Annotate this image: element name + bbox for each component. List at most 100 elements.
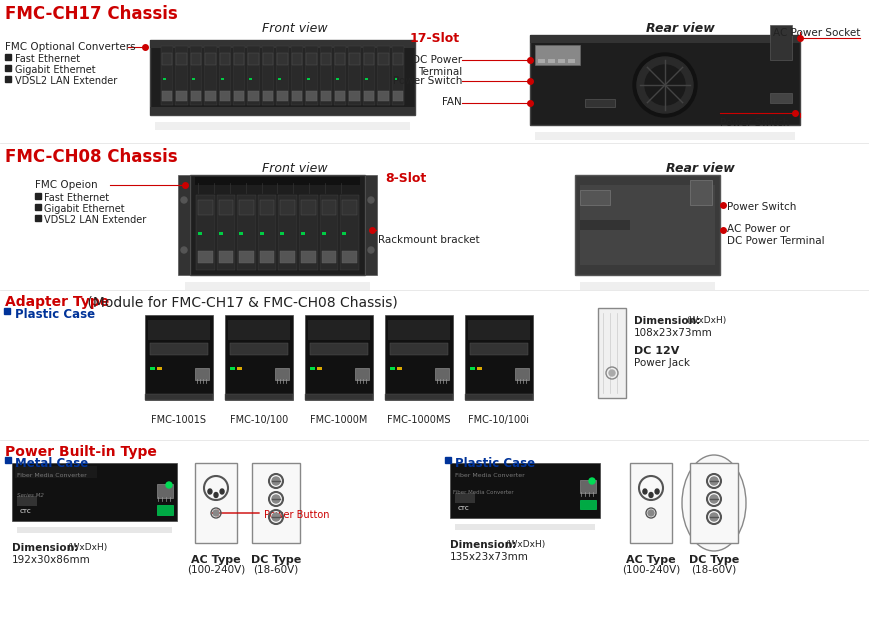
Bar	[335, 78, 339, 80]
Text: (WxDxH): (WxDxH)	[504, 540, 545, 549]
Text: CTC: CTC	[457, 506, 469, 511]
Bar	[237, 195, 255, 270]
Bar	[280, 251, 295, 263]
Circle shape	[709, 477, 717, 485]
FancyBboxPatch shape	[464, 394, 533, 400]
Text: DC 12V: DC 12V	[634, 346, 679, 356]
Ellipse shape	[681, 455, 745, 551]
Bar	[260, 200, 275, 215]
Bar	[229, 367, 235, 370]
Text: Power Button: Power Button	[263, 510, 329, 520]
Bar	[204, 46, 216, 105]
Bar	[305, 46, 317, 105]
Text: 17-Slot: 17-Slot	[409, 32, 460, 45]
Ellipse shape	[214, 493, 218, 498]
Text: Gigabit Ethernet: Gigabit Ethernet	[44, 204, 124, 214]
Text: Dimension:: Dimension:	[634, 316, 700, 326]
Text: (WxDxH): (WxDxH)	[686, 316, 726, 325]
Text: Rackmount bracket: Rackmount bracket	[377, 235, 479, 245]
Bar	[469, 343, 527, 355]
Text: (100-240V): (100-240V)	[621, 565, 680, 575]
Circle shape	[368, 197, 374, 203]
Bar	[280, 200, 295, 215]
Bar	[15, 466, 96, 478]
Bar	[769, 93, 791, 103]
FancyBboxPatch shape	[189, 175, 365, 275]
Bar	[149, 107, 415, 115]
Bar	[547, 59, 554, 63]
Bar	[580, 480, 595, 493]
Bar	[233, 46, 245, 105]
Text: Plastic Case: Plastic Case	[454, 457, 534, 470]
Bar	[534, 132, 794, 140]
Bar	[364, 78, 368, 80]
FancyBboxPatch shape	[225, 394, 293, 400]
Bar	[218, 46, 231, 105]
Bar	[305, 315, 373, 400]
Text: Power Switch: Power Switch	[720, 118, 788, 128]
Bar	[262, 46, 274, 105]
Text: FMC-CH17 Chassis: FMC-CH17 Chassis	[5, 5, 177, 23]
Bar	[155, 122, 409, 130]
Bar	[239, 251, 254, 263]
Bar	[342, 232, 346, 235]
Circle shape	[644, 65, 684, 105]
Text: Rear view: Rear view	[645, 22, 713, 35]
Bar	[190, 91, 201, 101]
Bar	[17, 496, 37, 506]
Bar	[355, 368, 368, 380]
Bar	[335, 53, 345, 65]
Text: FMC-CH08 Chassis: FMC-CH08 Chassis	[5, 148, 177, 166]
Bar	[537, 59, 544, 63]
Bar	[299, 195, 317, 270]
Bar	[163, 78, 166, 80]
Bar	[322, 251, 336, 263]
Bar	[567, 59, 574, 63]
Bar	[156, 367, 162, 370]
Bar	[377, 46, 389, 105]
Bar	[340, 195, 359, 270]
Bar	[319, 46, 332, 105]
Text: Power Switch: Power Switch	[726, 202, 795, 212]
Bar	[469, 367, 474, 370]
Text: FMC-10/100: FMC-10/100	[229, 415, 288, 425]
Bar	[156, 484, 173, 498]
Text: Power Built-in Type: Power Built-in Type	[5, 445, 156, 459]
Text: Fast Ethernet: Fast Ethernet	[44, 193, 109, 203]
Circle shape	[181, 247, 187, 253]
Circle shape	[368, 247, 374, 253]
FancyBboxPatch shape	[529, 35, 799, 125]
Text: Fiber Media Converter: Fiber Media Converter	[453, 490, 513, 495]
Bar	[257, 195, 276, 270]
Bar	[196, 195, 215, 270]
Bar	[308, 320, 369, 340]
Bar	[218, 200, 233, 215]
Circle shape	[181, 197, 187, 203]
Bar	[389, 343, 448, 355]
Text: Adapter Type: Adapter Type	[5, 295, 109, 309]
Text: Dimension:: Dimension:	[12, 543, 78, 553]
Text: AC Type: AC Type	[626, 555, 675, 565]
Text: (Module for FMC-CH17 & FMC-CH08 Chassis): (Module for FMC-CH17 & FMC-CH08 Chassis)	[83, 295, 397, 309]
Circle shape	[272, 477, 280, 485]
Bar	[149, 40, 415, 48]
Bar	[557, 59, 564, 63]
Text: Fiber Media Converter: Fiber Media Converter	[17, 473, 87, 478]
Bar	[280, 232, 284, 235]
Bar	[392, 53, 402, 65]
Bar	[320, 91, 330, 101]
Bar	[218, 232, 222, 235]
Bar	[262, 91, 273, 101]
Bar	[316, 367, 322, 370]
Circle shape	[709, 513, 717, 521]
Bar	[322, 200, 336, 215]
Bar	[335, 91, 345, 101]
FancyBboxPatch shape	[145, 394, 213, 400]
Bar	[393, 78, 396, 80]
Bar	[301, 232, 305, 235]
Circle shape	[213, 510, 219, 516]
Bar	[249, 53, 259, 65]
Bar	[363, 53, 374, 65]
Bar	[434, 368, 448, 380]
Bar	[161, 46, 173, 105]
